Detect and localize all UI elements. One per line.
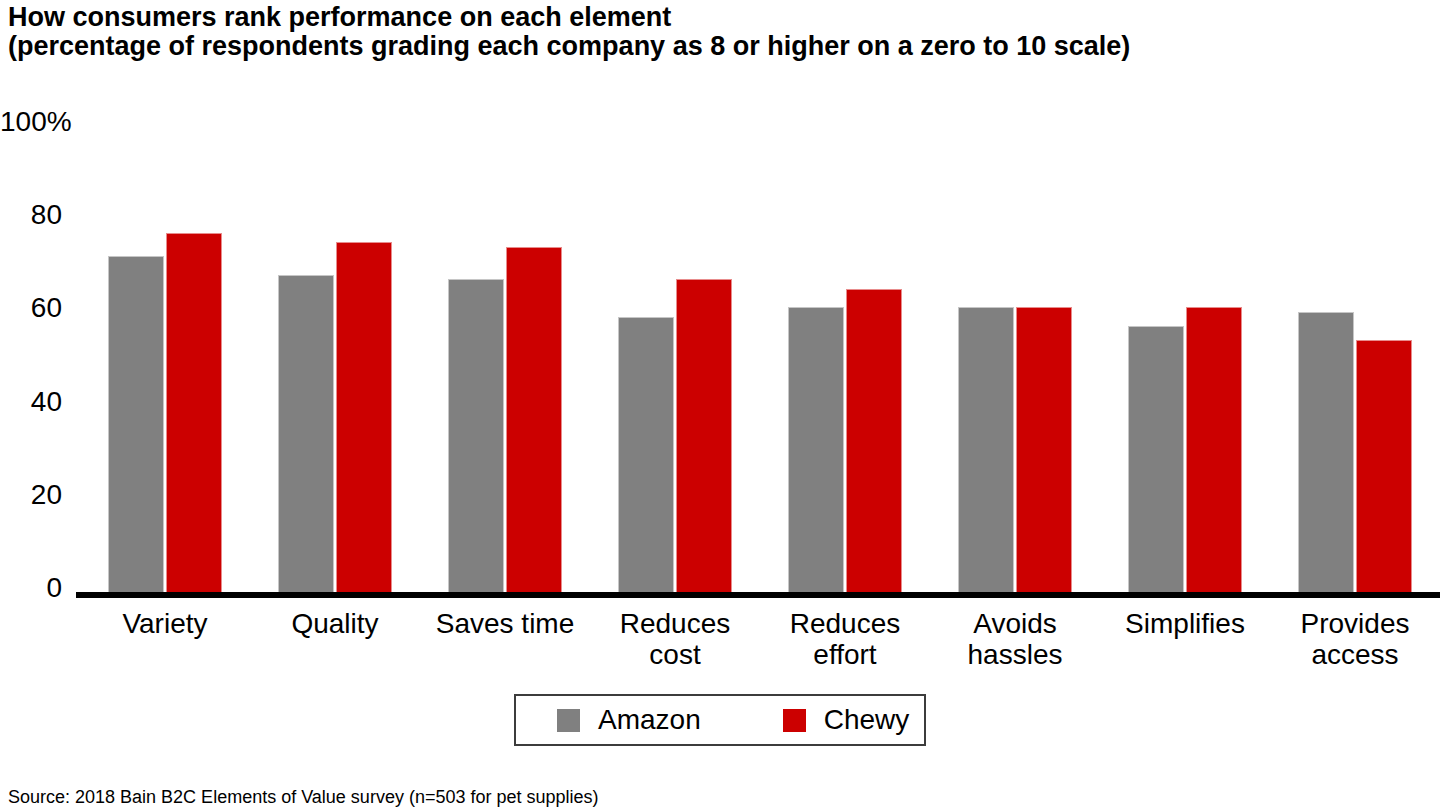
bar-chewy-0 — [166, 233, 222, 592]
legend-label-chewy: Chewy — [824, 704, 910, 736]
x-axis-label-line — [250, 639, 420, 670]
bar-chewy-4 — [846, 289, 902, 592]
source-note: Source: 2018 Bain B2C Elements of Value … — [8, 787, 599, 808]
x-axis-label-4: Reduceseffort — [760, 608, 930, 670]
x-axis-category-labels: Variety Quality Saves time ReducescostRe… — [80, 608, 1440, 670]
bar-amazon-1 — [278, 275, 334, 592]
x-axis-label-6: Simplifies — [1100, 608, 1270, 670]
chart-title-line1: How consumers rank performance on each e… — [8, 3, 1130, 32]
x-axis-label-7: Providesaccess — [1270, 608, 1440, 670]
x-axis-label-1: Quality — [250, 608, 420, 670]
x-axis-label-line: Variety — [80, 608, 250, 639]
x-axis-label-line: Simplifies — [1100, 608, 1270, 639]
x-axis-label-line: effort — [760, 639, 930, 670]
bar-group-0 — [80, 125, 250, 592]
bar-amazon-4 — [788, 307, 844, 592]
y-axis-tick-0: 0 — [0, 573, 62, 603]
bar-chewy-7 — [1356, 340, 1412, 592]
bar-group-2 — [420, 125, 590, 592]
x-axis-label-5: Avoidshassles — [930, 608, 1100, 670]
x-axis-label-3: Reducescost — [590, 608, 760, 670]
x-axis-label-line: Saves time — [420, 608, 590, 639]
bar-chewy-3 — [676, 279, 732, 592]
x-axis-label-line — [1100, 639, 1270, 670]
bar-group-6 — [1100, 125, 1270, 592]
chart-title-line2: (percentage of respondents grading each … — [8, 32, 1130, 61]
x-axis-label-0: Variety — [80, 608, 250, 670]
x-axis-label-line: access — [1270, 639, 1440, 670]
x-axis-label-line: Reduces — [590, 608, 760, 639]
bar-chewy-6 — [1186, 307, 1242, 592]
bar-group-4 — [760, 125, 930, 592]
y-axis-tick-20: 20 — [0, 480, 62, 510]
bar-chewy-2 — [506, 247, 562, 592]
bar-group-1 — [250, 125, 420, 592]
bar-group-3 — [590, 125, 760, 592]
chart-canvas: How consumers rank performance on each e… — [0, 0, 1440, 810]
x-axis-label-line: hassles — [930, 639, 1100, 670]
x-axis-label-line: Avoids — [930, 608, 1100, 639]
y-axis-tick-100: 100% — [0, 107, 62, 137]
bar-chewy-1 — [336, 242, 392, 592]
legend-swatch-chewy — [783, 709, 806, 732]
x-axis-label-line: Quality — [250, 608, 420, 639]
legend-swatch-amazon — [557, 709, 580, 732]
chart-title: How consumers rank performance on each e… — [8, 3, 1130, 61]
x-axis-label-line — [420, 639, 590, 670]
x-axis-label-line: Provides — [1270, 608, 1440, 639]
bar-amazon-0 — [108, 256, 164, 592]
bar-group-7 — [1270, 125, 1440, 592]
bar-amazon-6 — [1128, 326, 1184, 592]
bar-amazon-5 — [958, 307, 1014, 592]
bar-amazon-7 — [1298, 312, 1354, 592]
bar-group-5 — [930, 125, 1100, 592]
x-axis-label-line — [80, 639, 250, 670]
legend-label-amazon: Amazon — [598, 704, 701, 736]
legend: Amazon Chewy — [514, 694, 926, 746]
plot-area — [80, 125, 1440, 592]
x-axis-label-line: cost — [590, 639, 760, 670]
x-axis-label-line: Reduces — [760, 608, 930, 639]
y-axis-tick-40: 40 — [0, 387, 62, 417]
bar-amazon-3 — [618, 317, 674, 592]
bar-chewy-5 — [1016, 307, 1072, 592]
bar-amazon-2 — [448, 279, 504, 592]
y-axis-tick-60: 60 — [0, 293, 62, 323]
x-axis-label-2: Saves time — [420, 608, 590, 670]
y-axis-tick-80: 80 — [0, 200, 62, 230]
x-axis-line — [76, 592, 1440, 598]
